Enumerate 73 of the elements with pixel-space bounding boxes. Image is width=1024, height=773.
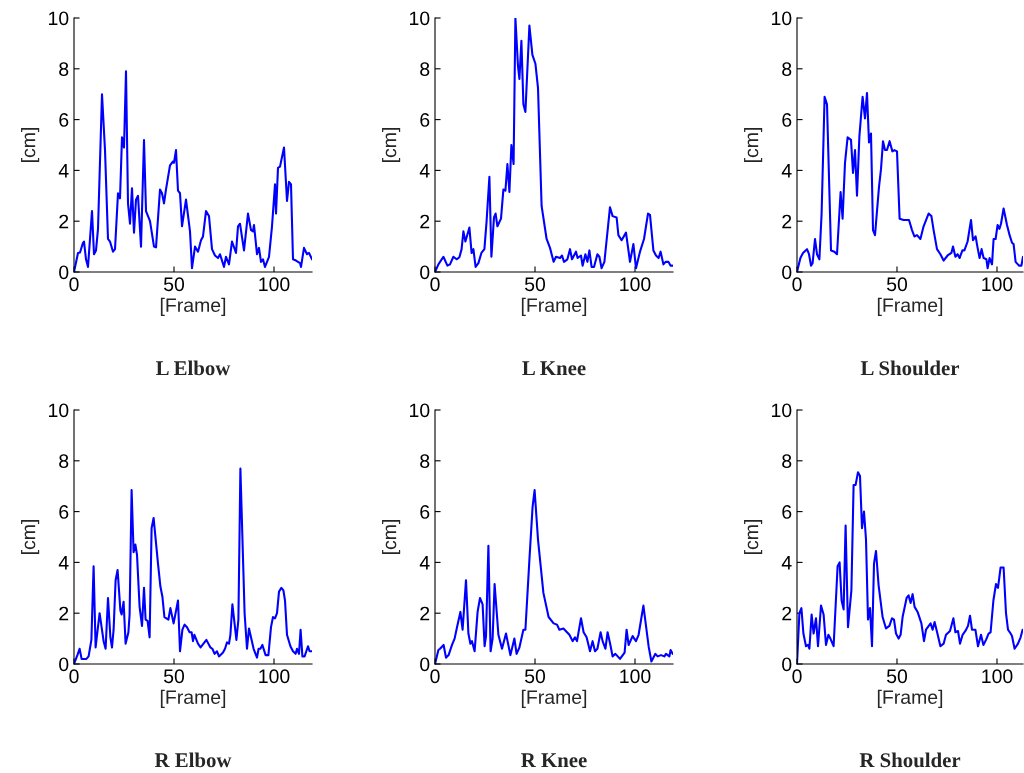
text: R Knee bbox=[521, 753, 587, 768]
x-tick-label: 100 bbox=[620, 277, 651, 292]
y-tick-label: 0 bbox=[420, 657, 430, 672]
y-tick-label: 0 bbox=[782, 265, 792, 280]
text: L Elbow bbox=[156, 360, 231, 376]
x-axis-title: [Frame] bbox=[521, 689, 587, 708]
y-tick-label: 4 bbox=[419, 556, 430, 570]
text: R Shoulder bbox=[859, 752, 961, 768]
x-axis-title: [Frame] bbox=[160, 297, 226, 316]
x-tick-label: 0 bbox=[430, 669, 440, 684]
y-tick-label: 2 bbox=[420, 214, 430, 229]
y-tick-label: 10 bbox=[49, 403, 69, 418]
x-tick-label: 50 bbox=[886, 277, 908, 292]
y-tick-label: 2 bbox=[782, 606, 792, 621]
y-tick-label: 10 bbox=[772, 403, 792, 418]
line-series bbox=[435, 18, 673, 272]
y-tick-label: 0 bbox=[59, 265, 69, 280]
y-tick-label: 6 bbox=[420, 113, 430, 127]
x-tick-label: 100 bbox=[620, 669, 651, 684]
y-tick-label: 6 bbox=[420, 505, 430, 519]
y-tick-label: 8 bbox=[59, 62, 69, 77]
y-tick-label: 6 bbox=[782, 113, 792, 127]
y-tick-label: 10 bbox=[410, 11, 430, 26]
y-tick-label: 0 bbox=[420, 265, 430, 280]
y-tick-label: 4 bbox=[781, 164, 792, 178]
x-tick-label: 0 bbox=[430, 277, 440, 292]
y-tick-label: 8 bbox=[420, 454, 430, 469]
y-tick-label: 6 bbox=[782, 505, 792, 519]
y-tick-label: 2 bbox=[420, 606, 430, 621]
x-tick-label: 0 bbox=[69, 669, 79, 684]
text: L Shoulder bbox=[860, 360, 960, 376]
y-axis-title: [cm] bbox=[21, 128, 40, 162]
x-tick-label: 50 bbox=[886, 669, 908, 684]
y-tick-label: 10 bbox=[772, 11, 792, 26]
x-tick-label: 0 bbox=[792, 669, 802, 684]
y-tick-label: 0 bbox=[782, 657, 792, 672]
y-tick-label: 10 bbox=[49, 11, 69, 26]
y-tick-label: 6 bbox=[59, 505, 69, 519]
x-tick-label: 50 bbox=[163, 669, 185, 684]
y-tick-label: 8 bbox=[782, 62, 792, 77]
x-tick-label: 50 bbox=[524, 669, 546, 684]
y-tick-label: 8 bbox=[59, 454, 69, 469]
y-tick-label: 2 bbox=[59, 214, 69, 229]
y-axis-title: [cm] bbox=[382, 128, 401, 162]
y-tick-label: 10 bbox=[410, 403, 430, 418]
y-tick-label: 4 bbox=[58, 164, 69, 178]
x-axis-title: [Frame] bbox=[877, 297, 943, 316]
y-tick-label: 4 bbox=[781, 556, 792, 570]
x-tick-label: 100 bbox=[982, 277, 1013, 292]
x-axis-title: [Frame] bbox=[160, 689, 226, 708]
y-axis-title: [cm] bbox=[744, 128, 763, 162]
text: L Knee bbox=[522, 361, 586, 376]
x-tick-label: 50 bbox=[524, 277, 546, 292]
x-axis-title: [Frame] bbox=[521, 297, 587, 316]
y-tick-label: 2 bbox=[59, 606, 69, 621]
y-axis-title: [cm] bbox=[382, 520, 401, 554]
y-tick-label: 2 bbox=[782, 214, 792, 229]
x-tick-label: 0 bbox=[792, 277, 802, 292]
x-tick-label: 0 bbox=[69, 277, 79, 292]
x-tick-label: 100 bbox=[982, 669, 1013, 684]
x-tick-label: 50 bbox=[163, 277, 185, 292]
y-tick-label: 4 bbox=[58, 556, 69, 570]
y-tick-label: 4 bbox=[419, 164, 430, 178]
x-axis-title: [Frame] bbox=[877, 689, 943, 708]
y-tick-label: 6 bbox=[59, 113, 69, 127]
x-tick-label: 100 bbox=[259, 669, 290, 684]
y-axis-title: [cm] bbox=[21, 520, 40, 554]
y-tick-label: 8 bbox=[420, 62, 430, 77]
y-tick-label: 8 bbox=[782, 454, 792, 469]
text: R Elbow bbox=[154, 752, 232, 768]
x-tick-label: 100 bbox=[259, 277, 290, 292]
y-axis-title: [cm] bbox=[744, 520, 763, 554]
y-tick-label: 0 bbox=[59, 657, 69, 672]
